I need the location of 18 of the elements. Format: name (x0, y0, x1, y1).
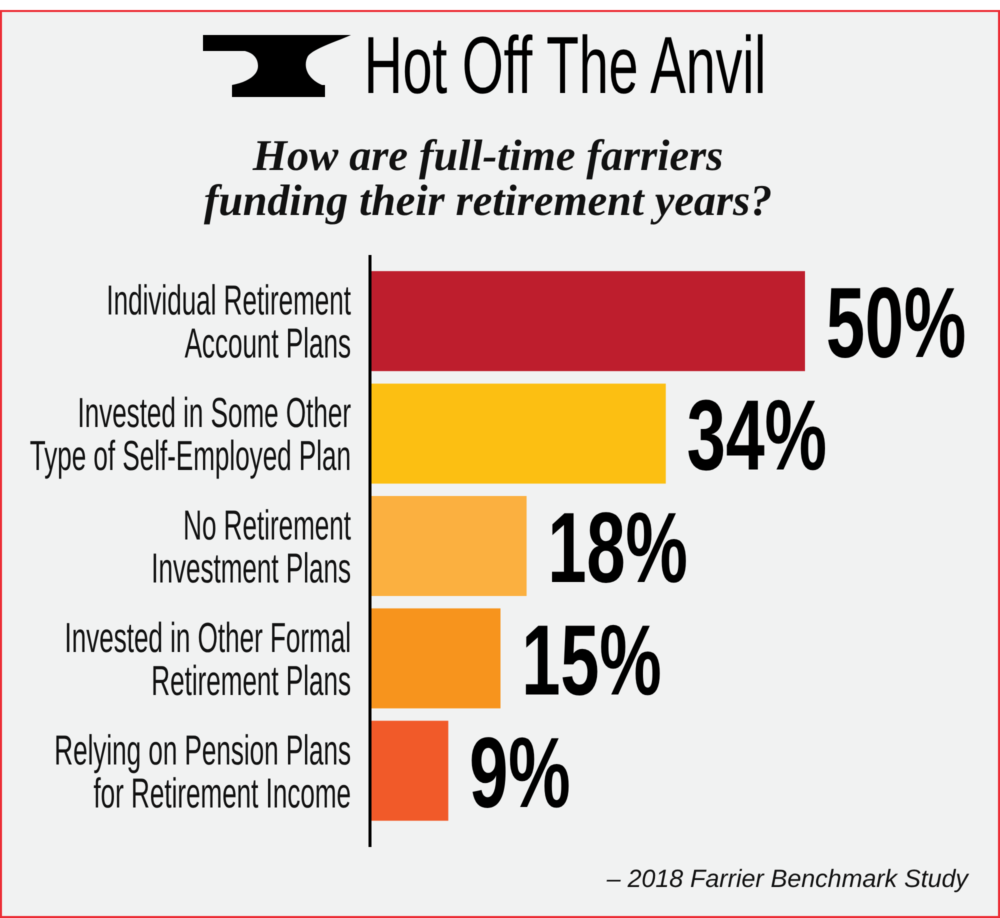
bar (370, 496, 527, 596)
data-label: 50% (826, 268, 966, 380)
y-tick-label: Invested in Some Other Type of Self-Employed Plan (30, 390, 352, 480)
data-label: 15% (522, 605, 662, 716)
bar (370, 720, 448, 821)
data-label: 18% (548, 492, 688, 604)
y-tick-label: No Retirement Investment Plans (151, 502, 352, 592)
y-tick-label: Invested in Other Formal Retirement Plans (64, 614, 351, 705)
y-tick-label: Individual Retirement Account Plans (106, 277, 352, 368)
text: – 2018 Farrier Benchmark Study (606, 865, 968, 893)
y-tick-label: Relying on Pension Plans for Retirement Income (54, 727, 351, 817)
bar (370, 384, 666, 484)
chart-title: Hot Off The Anvil (364, 21, 766, 111)
data-label: 34% (686, 380, 827, 492)
bar (370, 271, 805, 372)
data-label: 9% (469, 718, 570, 829)
chart-subtitle: How are full-time farriers funding their retirement years? (202, 131, 774, 225)
bar (370, 608, 500, 708)
